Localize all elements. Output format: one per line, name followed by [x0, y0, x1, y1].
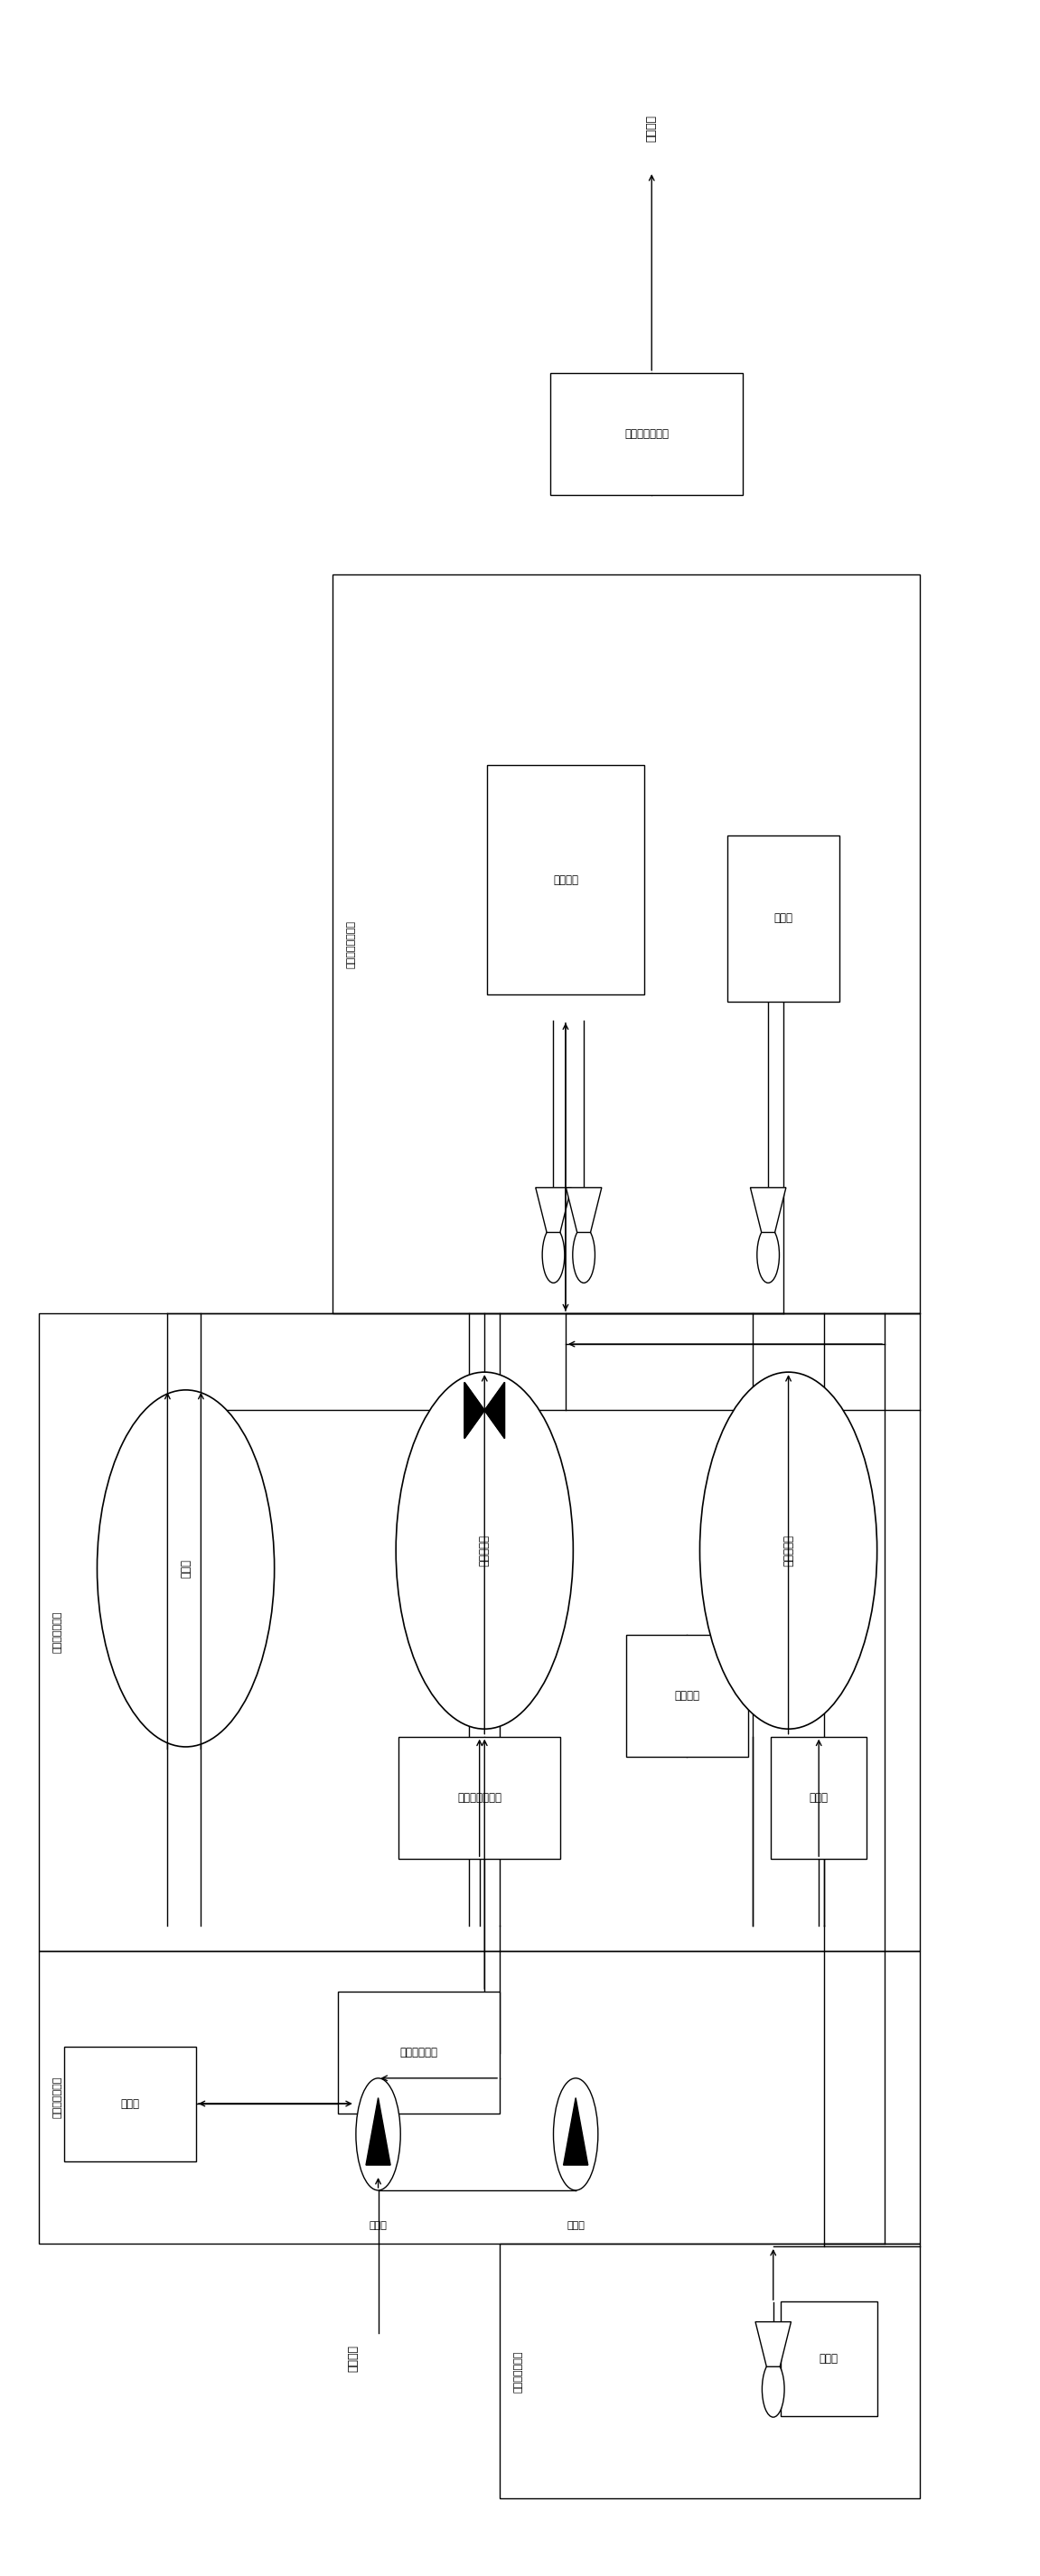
Polygon shape — [564, 2097, 588, 2164]
Bar — [626, 1636, 748, 1757]
Text: 溶氣放气罐: 溶氣放气罐 — [782, 1535, 795, 1566]
Text: 回流泵: 回流泵 — [567, 2221, 584, 2231]
Text: 节流器: 节流器 — [820, 2352, 838, 2365]
Text: 采样分析和控制: 采样分析和控制 — [624, 428, 669, 440]
Polygon shape — [485, 1383, 504, 1437]
Circle shape — [757, 1226, 779, 1283]
Circle shape — [542, 1226, 565, 1283]
Polygon shape — [755, 2321, 791, 2367]
Text: 空压机: 空压机 — [121, 2097, 139, 2110]
Text: 改良曝气工艺区: 改良曝气工艺区 — [53, 1610, 61, 1654]
Text: 曝气罐: 曝气罐 — [180, 1558, 191, 1579]
Polygon shape — [465, 1383, 485, 1437]
Polygon shape — [536, 1188, 571, 1231]
Text: 溶氣放气罐: 溶氣放气罐 — [478, 1535, 491, 1566]
Text: 经压溶气工艺区: 经压溶气工艺区 — [53, 2076, 61, 2117]
Text: 溶气泵: 溶气泵 — [369, 2221, 387, 2231]
Ellipse shape — [700, 1373, 877, 1728]
Bar — [338, 1991, 500, 2115]
Bar — [64, 2045, 196, 2161]
Text: 稀释聚合物工艺区: 稀释聚合物工艺区 — [346, 920, 356, 969]
Polygon shape — [566, 1188, 601, 1231]
Polygon shape — [485, 1383, 504, 1437]
Text: 经压溶气装置: 经压溶气装置 — [399, 2048, 438, 2058]
Polygon shape — [366, 2097, 390, 2164]
Text: 母液筒: 母液筒 — [774, 912, 792, 925]
Bar — [487, 765, 644, 994]
Circle shape — [762, 2362, 784, 2416]
Text: 含聚污水: 含聚污水 — [347, 2344, 359, 2372]
Bar — [333, 574, 920, 1314]
Bar — [38, 1314, 920, 1950]
Bar — [781, 2300, 877, 2416]
Bar — [771, 1736, 867, 1860]
Text: 气水静态混合器: 气水静态混合器 — [458, 1793, 501, 1803]
Bar — [728, 835, 839, 1002]
Bar — [398, 1736, 561, 1860]
Circle shape — [553, 2079, 598, 2190]
Text: 回收水池: 回收水池 — [646, 116, 657, 142]
Circle shape — [356, 2079, 400, 2190]
Ellipse shape — [97, 1391, 275, 1747]
Polygon shape — [750, 1188, 786, 1231]
Circle shape — [573, 1226, 595, 1283]
Text: 加药装置: 加药装置 — [675, 1690, 700, 1703]
Text: 外输水算: 外输水算 — [553, 873, 578, 886]
Bar — [550, 374, 743, 495]
Bar — [500, 2244, 920, 2499]
Text: 流量计: 流量计 — [809, 1793, 828, 1803]
Polygon shape — [465, 1383, 485, 1437]
Text: 低氧曝气工艺区: 低氧曝气工艺区 — [514, 2349, 522, 2393]
Bar — [38, 1950, 920, 2244]
Ellipse shape — [396, 1373, 573, 1728]
